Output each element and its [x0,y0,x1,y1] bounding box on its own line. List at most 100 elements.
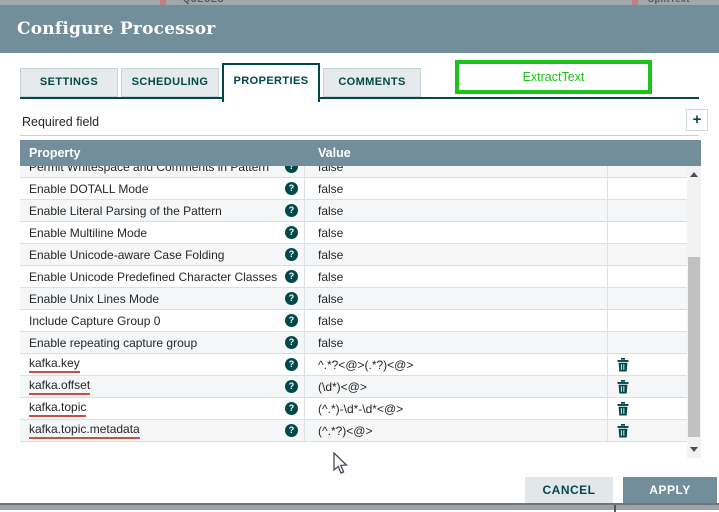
arrow-down-icon [690,447,698,452]
tab-settings[interactable]: SETTINGS [20,68,118,97]
help-icon[interactable]: ? [285,166,298,173]
property-value: false [318,269,344,284]
required-field-label: Required field [22,115,100,129]
property-cell: Enable DOTALL Mode ? [20,178,305,199]
property-value: false [318,335,344,350]
apply-button[interactable]: APPLY [623,477,717,503]
property-row[interactable]: Enable Multiline Mode ? false [20,222,701,244]
property-value: false [318,166,344,174]
help-icon[interactable]: ? [285,380,298,393]
property-value: false [318,291,344,306]
property-value: false [318,313,344,328]
value-cell[interactable]: false [305,266,608,287]
property-row[interactable]: Enable Literal Parsing of the Pattern ? … [20,200,701,222]
background-label-queues: QUEUES [183,0,224,4]
dialog-title: Configure Processor [17,19,216,39]
value-cell[interactable]: false [305,178,608,199]
property-value: (^.*?)<@> [318,423,373,438]
help-icon[interactable]: ? [285,270,298,283]
help-icon[interactable]: ? [285,292,298,305]
property-value: (^.*)-\d*-\d*<@> [318,401,404,416]
property-row[interactable]: Enable Unicode-aware Case Folding ? fals… [20,244,701,266]
trash-icon [617,423,629,437]
background-shape [160,0,166,5]
delete-property-button[interactable] [617,423,629,438]
delete-property-button[interactable] [617,357,629,372]
value-cell[interactable]: (^.*)-\d*-\d*<@> [305,398,608,419]
processor-type-annotation: ExtractText [455,60,652,94]
property-value: false [318,181,344,196]
property-name: Enable Unicode-aware Case Folding [29,247,225,262]
help-icon[interactable]: ? [285,402,298,415]
property-cell: Permit Whitespace and Comments in Patter… [20,166,305,177]
scrollbar-track[interactable] [687,166,701,458]
add-property-button[interactable]: + [686,109,708,131]
value-cell[interactable]: false [305,310,608,331]
property-value: false [318,247,344,262]
value-cell[interactable]: false [305,332,608,353]
scrollbar-thumb[interactable] [688,257,700,437]
delete-cell [608,398,701,419]
property-name: kafka.topic [29,400,87,417]
tab-comments[interactable]: COMMENTS [323,68,421,97]
property-row[interactable]: Enable Unix Lines Mode ? false [20,288,701,310]
help-icon[interactable]: ? [285,248,298,261]
tab-bar: SETTINGS SCHEDULING PROPERTIES COMMENTS [20,63,699,102]
property-name: Enable Multiline Mode [29,225,148,240]
delete-cell [608,354,701,375]
value-cell[interactable]: false [305,166,608,177]
delete-cell [608,376,701,397]
property-cell: kafka.offset ? [20,376,305,397]
trash-icon [617,357,629,371]
property-row[interactable]: Include Capture Group 0 ? false [20,310,701,332]
delete-property-button[interactable] [617,401,629,416]
property-name: kafka.topic.metadata [29,422,140,439]
property-row[interactable]: kafka.key ? ^.*?<@>(.*?)<@> [20,354,701,376]
property-value: ^.*?<@>(.*?)<@> [318,357,414,372]
property-cell: kafka.topic.metadata ? [20,420,305,441]
value-cell[interactable]: false [305,244,608,265]
delete-cell [608,420,701,441]
scroll-up-button[interactable] [687,168,701,181]
value-cell[interactable]: ^.*?<@>(.*?)<@> [305,354,608,375]
background-canvas-top: QUEUES SplitText [0,0,719,5]
property-name: kafka.key [29,356,80,373]
value-cell[interactable]: (\d*)<@> [305,376,608,397]
property-row[interactable]: kafka.topic ? (^.*)-\d*-\d*<@> [20,398,701,420]
property-row[interactable]: Enable repeating capture group ? false [20,332,701,354]
value-cell[interactable]: false [305,200,608,221]
help-icon[interactable]: ? [285,314,298,327]
help-icon[interactable]: ? [285,182,298,195]
scroll-down-button[interactable] [687,443,701,456]
property-name: Enable Literal Parsing of the Pattern [29,203,222,218]
processor-type-label: ExtractText [522,70,585,84]
property-row[interactable]: Permit Whitespace and Comments in Patter… [20,166,701,178]
property-row[interactable]: Enable DOTALL Mode ? false [20,178,701,200]
help-icon[interactable]: ? [285,358,298,371]
property-table-header: Property Value [20,140,701,166]
property-cell: Enable repeating capture group ? [20,332,305,353]
trash-icon [617,401,629,415]
cancel-button[interactable]: CANCEL [525,477,613,503]
help-icon[interactable]: ? [285,226,298,239]
table-body: Permit Whitespace and Comments in Patter… [20,166,701,458]
property-name: Enable Unicode Predefined Character Clas… [29,269,278,284]
property-value: false [318,203,344,218]
help-icon[interactable]: ? [285,336,298,349]
delete-property-button[interactable] [617,379,629,394]
arrow-up-icon [690,172,698,177]
help-icon[interactable]: ? [285,424,298,437]
property-row[interactable]: kafka.topic.metadata ? (^.*?)<@> [20,420,701,442]
tab-scheduling[interactable]: SCHEDULING [121,68,219,97]
value-cell[interactable]: (^.*?)<@> [305,420,608,441]
property-row[interactable]: kafka.offset ? (\d*)<@> [20,376,701,398]
help-icon[interactable]: ? [285,204,298,217]
value-cell[interactable]: false [305,288,608,309]
column-header-property: Property [29,146,81,160]
background-shape [632,0,638,5]
plus-icon: + [692,111,702,128]
tab-properties[interactable]: PROPERTIES [222,63,320,102]
property-row[interactable]: Enable Unicode Predefined Character Clas… [20,266,701,288]
background-canvas-bottom [0,503,719,512]
value-cell[interactable]: false [305,222,608,243]
